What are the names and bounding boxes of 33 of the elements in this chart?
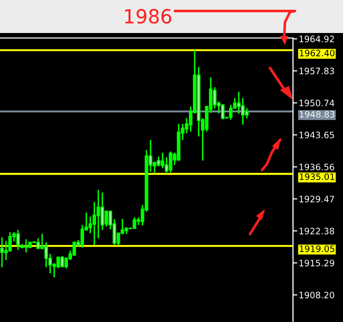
y-tick-label: 1915.29 xyxy=(300,260,334,266)
ref-line-label: 1962.40 xyxy=(300,50,334,56)
y-tick-label: 1964.92 xyxy=(300,36,334,42)
y-tick-label: 1943.65 xyxy=(300,132,334,138)
y-tick-label: 1936.56 xyxy=(300,164,334,170)
candlestick xyxy=(132,216,136,230)
ref-line-label: 1919.05 xyxy=(300,245,334,252)
y-tick-label: 1957.83 xyxy=(300,68,334,74)
y-tick-label: 1929.47 xyxy=(300,196,334,202)
candlestick xyxy=(160,152,164,169)
ref-line-label: 1948.83 xyxy=(300,110,334,118)
candlestick xyxy=(4,240,8,261)
candlestick xyxy=(104,210,108,228)
candlestick xyxy=(245,108,249,120)
ref-line-label: 1935.01 xyxy=(300,173,334,180)
candlestick xyxy=(229,104,233,120)
candlestick xyxy=(72,240,76,257)
y-tick-label: 1908.20 xyxy=(300,292,334,298)
candlestick xyxy=(156,156,160,168)
candlestick xyxy=(8,232,12,252)
y-tick-label: 1950.74 xyxy=(300,100,334,106)
candlestick xyxy=(36,238,40,250)
candlestick xyxy=(212,86,216,110)
candlestick xyxy=(60,255,64,268)
candlestick xyxy=(24,238,28,254)
candlestick xyxy=(168,150,172,174)
candlestick xyxy=(80,224,84,248)
candlestick xyxy=(16,229,20,251)
candlestick xyxy=(56,256,60,269)
candlestick xyxy=(221,104,225,120)
y-tick-label: 1922.38 xyxy=(300,228,334,234)
candlestick xyxy=(0,236,4,268)
text: 1986 xyxy=(125,8,172,24)
